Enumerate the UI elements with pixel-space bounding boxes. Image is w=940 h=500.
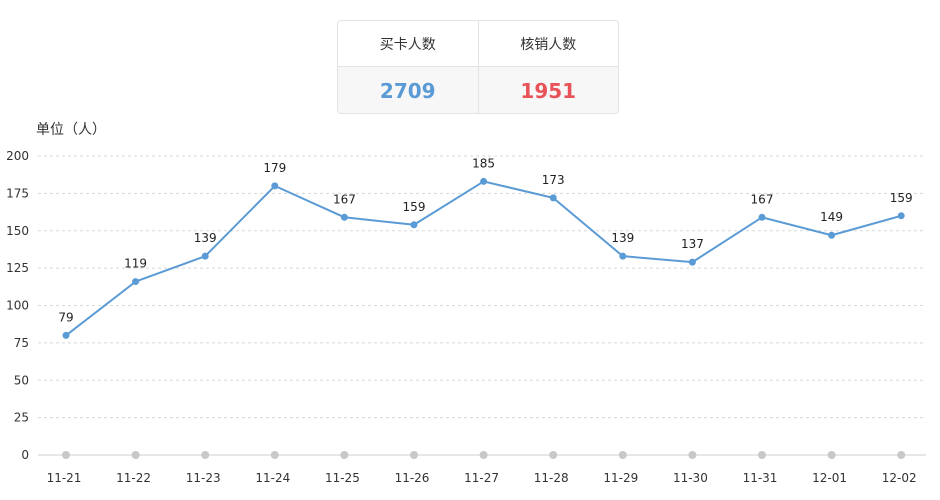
data-label: 167 [751, 192, 774, 206]
data-label: 167 [333, 192, 356, 206]
data-point [340, 213, 348, 221]
x-tick-label: 11-29 [603, 471, 638, 485]
redeemed-count-header: 核销人数 [477, 21, 619, 66]
data-label: 139 [194, 231, 217, 245]
series-line [65, 180, 902, 337]
data-point [758, 213, 766, 221]
data-label: 185 [472, 156, 495, 170]
data-label: 119 [124, 257, 147, 271]
y-axis-unit-label: 单位（人） [36, 122, 106, 138]
baseline-marker [479, 451, 488, 459]
data-label: 159 [890, 191, 913, 205]
data-point [897, 212, 905, 220]
data-label: 159 [403, 200, 426, 214]
x-tick-label: 11-25 [325, 471, 360, 485]
data-point [132, 278, 140, 286]
x-tick-label: 11-28 [534, 471, 569, 485]
baseline-marker [549, 451, 558, 459]
data-point [688, 258, 696, 266]
data-label: 137 [681, 237, 704, 251]
baseline-marker [270, 451, 279, 459]
summary-stats-table: 买卡人数 核销人数 2709 1951 [337, 20, 619, 114]
baseline-marker [131, 451, 140, 459]
baseline-marker [410, 451, 418, 459]
baseline-marker [62, 451, 70, 459]
data-label: 139 [611, 231, 634, 245]
x-tick-label: 11-21 [47, 471, 82, 485]
data-point [62, 331, 70, 339]
x-tick-label: 12-01 [812, 471, 847, 485]
x-tick-label: 11-26 [395, 471, 430, 485]
data-point [480, 177, 488, 185]
baseline-marker [897, 451, 906, 459]
data-point [549, 194, 557, 202]
stats-header-row: 买卡人数 核销人数 [338, 21, 618, 67]
data-point [271, 182, 279, 190]
buy-card-count-header: 买卡人数 [379, 36, 436, 53]
y-tick-label: 125 [6, 261, 29, 275]
x-tick-label: 11-30 [673, 471, 708, 485]
baseline-marker [827, 451, 836, 459]
data-label: 149 [820, 210, 843, 224]
x-tick-label: 11-24 [255, 471, 290, 485]
baseline-marker [688, 451, 697, 459]
y-tick-label: 75 [14, 336, 29, 350]
data-point [410, 221, 418, 229]
stats-value-row: 2709 1951 [338, 67, 619, 113]
y-tick-label: 200 [6, 149, 29, 163]
data-label: 79 [58, 310, 73, 324]
x-tick-label: 11-31 [743, 471, 778, 485]
y-tick-label: 175 [6, 186, 29, 200]
x-tick-label: 11-22 [116, 471, 151, 485]
baseline-marker [201, 451, 210, 459]
redeemed-count-value: 1951 [477, 67, 619, 113]
y-tick-label: 50 [14, 373, 29, 387]
y-tick-label: 25 [14, 411, 29, 425]
baseline-marker [618, 451, 627, 459]
data-point [828, 231, 836, 239]
data-label: 173 [542, 173, 565, 187]
buy-card-count-value: 2709 [379, 78, 436, 103]
baseline-marker [758, 451, 766, 459]
y-tick-label: 150 [6, 224, 29, 238]
data-label: 179 [263, 161, 286, 175]
y-tick-label: 100 [6, 299, 29, 313]
y-tick-label: 0 [21, 448, 29, 462]
baseline-marker [340, 451, 349, 459]
x-tick-label: 11-27 [464, 471, 499, 485]
data-point [619, 252, 627, 260]
data-point [201, 252, 209, 260]
x-tick-label: 12-02 [882, 471, 917, 485]
x-tick-label: 11-23 [186, 471, 221, 485]
